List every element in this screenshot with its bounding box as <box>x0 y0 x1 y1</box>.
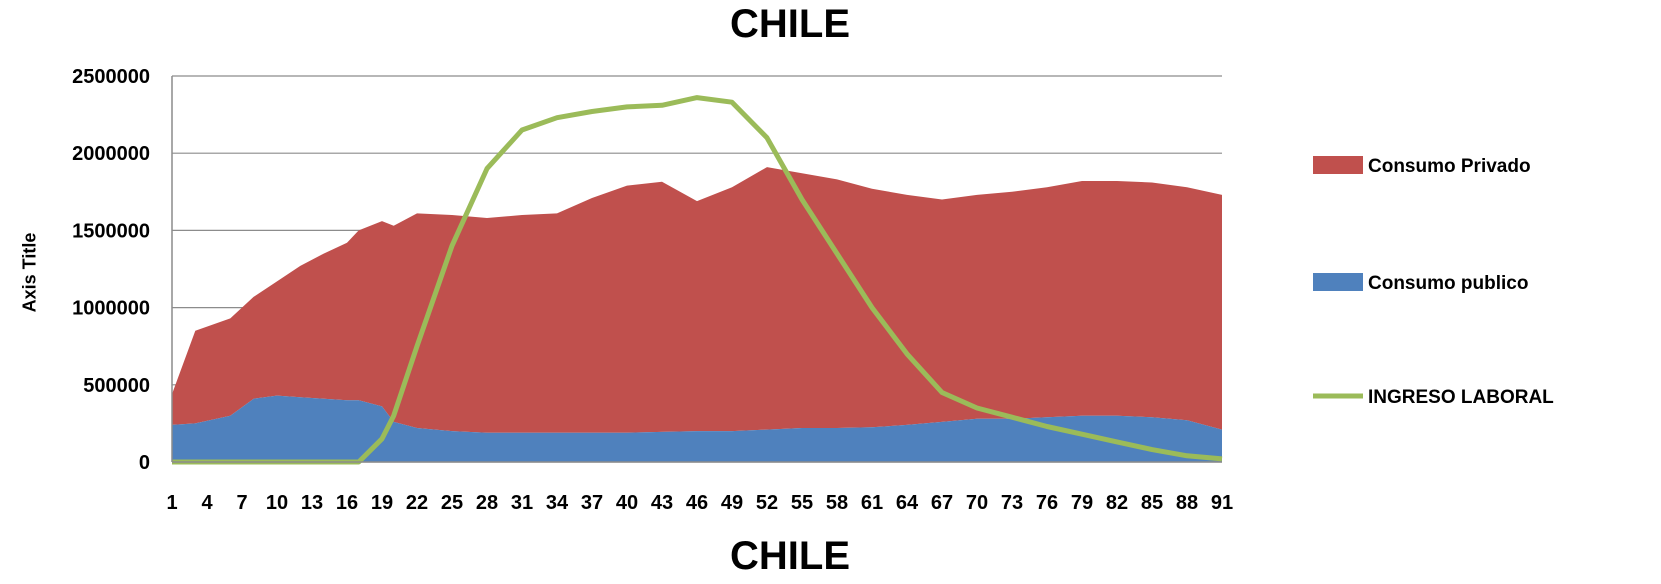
x-tick-label-40: 40 <box>616 492 638 514</box>
x-tick-label-70: 70 <box>966 492 988 514</box>
x-tick-label-28: 28 <box>476 492 498 514</box>
x-tick-label-19: 19 <box>371 492 393 514</box>
y-tick-label-2000000: 2000000 <box>72 143 150 165</box>
x-tick-label-22: 22 <box>406 492 428 514</box>
legend-swatch-consumo-privado <box>1313 156 1363 174</box>
x-tick-label-64: 64 <box>896 492 919 514</box>
area-consumo-privado <box>172 167 1222 433</box>
x-tick-label-58: 58 <box>826 492 848 514</box>
y-tick-label-1500000: 1500000 <box>72 220 150 242</box>
chart-title: CHILE <box>730 2 850 46</box>
x-tick-label-91: 91 <box>1211 492 1233 514</box>
x-tick-label-49: 49 <box>721 492 743 514</box>
x-tick-label-16: 16 <box>336 492 358 514</box>
y-tick-label-1000000: 1000000 <box>72 298 150 320</box>
x-tick-label-34: 34 <box>546 492 569 514</box>
x-tick-label-85: 85 <box>1141 492 1163 514</box>
x-tick-label-88: 88 <box>1176 492 1198 514</box>
y-tick-label-500000: 500000 <box>83 375 150 397</box>
x-tick-label-61: 61 <box>861 492 883 514</box>
x-tick-label-73: 73 <box>1001 492 1023 514</box>
x-tick-label-1: 1 <box>166 492 177 514</box>
x-tick-label-82: 82 <box>1106 492 1128 514</box>
x-tick-label-7: 7 <box>236 492 247 514</box>
x-tick-label-13: 13 <box>301 492 323 514</box>
legend-label-ingreso-laboral: INGRESO LABORAL <box>1368 387 1554 408</box>
legend-swatch-consumo-publico <box>1313 273 1363 291</box>
x-tick-label-79: 79 <box>1071 492 1093 514</box>
area-consumo-publico <box>172 395 1222 462</box>
x-tick-label-31: 31 <box>511 492 533 514</box>
x-tick-label-67: 67 <box>931 492 953 514</box>
x-tick-label-10: 10 <box>266 492 288 514</box>
y-tick-label-2500000: 2500000 <box>72 66 150 88</box>
x-tick-label-25: 25 <box>441 492 463 514</box>
x-tick-label-43: 43 <box>651 492 673 514</box>
x-tick-label-55: 55 <box>791 492 813 514</box>
x-tick-label-4: 4 <box>201 492 213 514</box>
legend-label-consumo-privado: Consumo Privado <box>1368 156 1531 177</box>
legend-label-consumo-publico: Consumo publico <box>1368 273 1528 294</box>
x-axis-title: CHILE <box>730 534 850 578</box>
x-tick-label-76: 76 <box>1036 492 1058 514</box>
x-tick-label-37: 37 <box>581 492 603 514</box>
x-tick-label-46: 46 <box>686 492 708 514</box>
y-tick-label-0: 0 <box>139 452 150 474</box>
x-tick-label-52: 52 <box>756 492 778 514</box>
